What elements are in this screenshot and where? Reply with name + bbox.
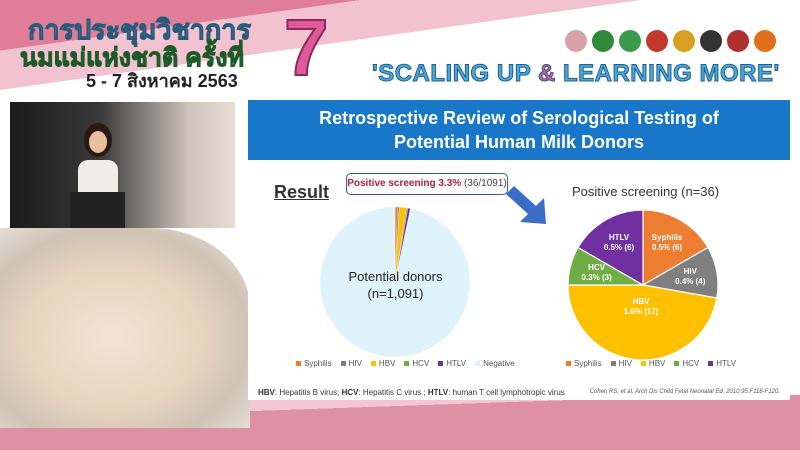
hbv-abbr: HBV — [258, 388, 275, 397]
slice-label-text: HBV — [632, 296, 650, 306]
child-photo — [0, 228, 250, 428]
slice-label-text: Syphilis — [651, 233, 683, 243]
legend-swatch — [566, 361, 571, 367]
donors-pie-center-label: Potential donors (n=1,091) — [308, 268, 483, 302]
htlv-def: : human T cell lymphotropic virus — [448, 388, 565, 397]
slogan: 'SCALING UP & LEARNING MORE' — [372, 60, 780, 88]
legend-label: Negative — [483, 359, 515, 368]
slice-label: Syphilis 0.5% (6) — [642, 233, 692, 253]
slogan-amp: & — [537, 60, 556, 88]
center-label-line1: Potential donors — [348, 269, 443, 284]
legend-item: HBV — [370, 359, 396, 368]
legend-label: HCV — [412, 359, 430, 368]
slogan-part1: 'SCALING UP — [372, 60, 538, 88]
slice-label: HCV 0.3% (3) — [572, 263, 622, 283]
sponsor-logos — [565, 30, 776, 52]
legend-swatch — [370, 361, 376, 367]
legend-item: Syphilis — [296, 359, 332, 368]
hcv-def: : Hepatitis C virus ; — [358, 388, 428, 397]
presentation-slide: Retrospective Review of Serological Test… — [248, 100, 790, 400]
legend-swatch — [475, 361, 481, 367]
legend-label: Syphilis — [574, 359, 602, 368]
legend-item: HCV — [674, 359, 699, 368]
speaker-video — [10, 102, 235, 228]
positive-pie-legend: Syphilis HIV HBV HCV HTLV — [566, 359, 736, 368]
legend-swatch — [708, 361, 714, 367]
legend-item: HIV — [610, 359, 632, 368]
slice-label-text: 0.4% (4) — [675, 276, 706, 286]
legend-label: HBV — [648, 359, 666, 368]
sponsor-logo — [727, 30, 749, 52]
pie-slice-negative — [319, 206, 471, 358]
conference-edition: 7 — [283, 2, 329, 93]
legend-swatch — [610, 361, 616, 367]
legend-item: HBV — [640, 359, 666, 368]
sponsor-logo — [619, 30, 641, 52]
legend-label: HIV — [618, 359, 632, 368]
pie-charts — [319, 206, 719, 361]
sponsor-logo — [754, 30, 776, 52]
slice-label-text: HIV — [683, 266, 697, 276]
slice-label: HBV 1.6% (17) — [616, 297, 666, 317]
speaker-figure — [70, 123, 125, 228]
callout-bold: Positive screening 3.3% — [347, 178, 462, 189]
positive-screening-callout: Positive screening 3.3% (36/1091) — [346, 173, 508, 195]
legend-swatch — [340, 361, 346, 367]
htlv-abbr: HTLV — [427, 388, 449, 397]
slide-title: Retrospective Review of Serological Test… — [248, 100, 790, 160]
sponsor-logo — [592, 30, 614, 52]
sponsor-logo — [673, 30, 695, 52]
citation: Cohen RS, et al. Arch Dis Child Fetal Ne… — [589, 389, 780, 395]
slice-label: HIV 0.4% (4) — [665, 267, 715, 287]
slice-label-text: HTLV — [608, 233, 630, 243]
donors-pie-legend: Syphilis HIV HBV HCV HTLV Negative — [296, 359, 515, 368]
legend-swatch — [640, 361, 646, 367]
legend-swatch — [296, 361, 301, 367]
legend-label: HBV — [378, 359, 396, 368]
conference-date: 5 - 7 สิงหาคม 2563 — [86, 71, 238, 91]
slide-title-line2: Potential Human Milk Donors — [393, 132, 645, 152]
arrow-icon — [506, 186, 546, 224]
hbv-def: : Hepatitis B virus; — [274, 388, 342, 397]
slice-label-text: 0.5% (6) — [651, 243, 683, 253]
legend-item: HIV — [340, 359, 362, 368]
legend-label: Syphilis — [304, 359, 332, 368]
sponsor-logo — [565, 30, 587, 52]
legend-label: HIV — [348, 359, 362, 368]
pie-slice-htlv — [577, 209, 644, 287]
legend-item: HCV — [404, 359, 429, 368]
slice-label: HTLV 0.5% (6) — [594, 233, 644, 253]
legend-label: HCV — [682, 359, 700, 368]
abbreviation-footnote: HBV: Hepatitis B virus; HCV: Hepatitis C… — [258, 388, 565, 397]
center-label-line2: (n=1,091) — [367, 286, 424, 301]
callout-count: (36/1091) — [461, 178, 507, 189]
sponsor-logo — [700, 30, 722, 52]
legend-label: HTLV — [446, 359, 467, 368]
conference-title-line2: นมแม่แห่งชาติ ครั้งที่ — [20, 44, 245, 73]
slice-label-text: 0.3% (3) — [581, 272, 612, 282]
slice-label-text: 1.6% (17) — [623, 306, 659, 316]
positive-pie-title: Positive screening (n=36) — [572, 184, 720, 199]
legend-label: HTLV — [716, 359, 737, 368]
legend-swatch — [438, 361, 444, 367]
result-heading: Result — [274, 182, 330, 202]
legend-item: HTLV — [708, 359, 736, 368]
slice-label-text: HCV — [588, 262, 606, 272]
slice-label-text: 0.5% (6) — [603, 243, 635, 253]
pie-slice-syphilis — [642, 209, 709, 287]
hcv-abbr: HCV — [341, 388, 359, 397]
legend-item: Syphilis — [566, 359, 602, 368]
conference-title-line1: การประชุมวิชาการ — [28, 15, 252, 46]
legend-swatch — [674, 361, 680, 367]
pie-slice-hbv — [567, 284, 718, 361]
slide-title-line1: Retrospective Review of Serological Test… — [319, 108, 719, 128]
legend-swatch — [404, 361, 410, 367]
slogan-part2: LEARNING MORE' — [555, 60, 780, 88]
sponsor-logo — [646, 30, 668, 52]
legend-item: HTLV — [438, 359, 466, 368]
legend-item: Negative — [475, 359, 515, 368]
